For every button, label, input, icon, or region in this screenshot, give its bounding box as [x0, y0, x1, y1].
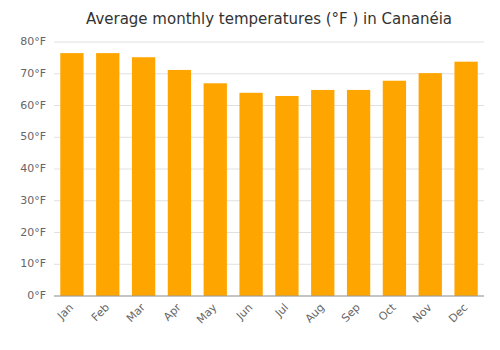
y-tick-label: 50°F — [20, 130, 46, 143]
bar — [168, 70, 191, 296]
x-axis-line — [54, 296, 484, 297]
x-axis: Jan Feb Mar Apr May Jun Jul Aug Sep Oct Nov Dec — [54, 296, 484, 326]
y-tick-label: 30°F — [20, 194, 46, 207]
x-tick-label: Aug — [303, 301, 327, 325]
x-tick-label: Nov — [410, 301, 435, 326]
y-axis: 0°F 10°F 20°F 30°F 40°F 50°F 60°F 70°F 80°F — [20, 35, 484, 302]
background — [0, 0, 500, 350]
y-tick-label: 20°F — [20, 226, 46, 239]
bar — [96, 53, 119, 296]
bar — [275, 96, 298, 296]
y-tick-label: 70°F — [20, 67, 46, 80]
x-tick-label: Jul — [272, 301, 291, 320]
y-tick-label: 80°F — [20, 35, 46, 48]
x-tick-label: Oct — [376, 301, 399, 324]
bars — [60, 53, 477, 296]
bar — [204, 83, 227, 296]
y-tick-label: 40°F — [20, 162, 46, 175]
x-tick-label: Jan — [54, 301, 76, 323]
x-tick-label: May — [194, 301, 220, 327]
y-tick-label: 10°F — [20, 257, 46, 270]
bar — [311, 90, 334, 296]
bar — [132, 57, 155, 296]
x-tick-label: Feb — [89, 301, 112, 324]
y-tick-label: 0°F — [27, 289, 46, 302]
x-tick-label: Jun — [233, 301, 255, 323]
bar — [60, 53, 83, 296]
bar — [347, 90, 370, 296]
title: Average monthly temperatures (°F ) in Ca… — [86, 10, 452, 28]
chart-container: Average monthly temperatures (°F ) in Ca… — [0, 0, 500, 350]
grid-line — [54, 296, 484, 297]
bar — [454, 62, 477, 296]
x-tick-label: Apr — [161, 301, 184, 324]
x-tick-label: Mar — [124, 301, 148, 325]
bar — [419, 73, 442, 296]
bar — [239, 93, 262, 296]
y-tick-label: 60°F — [20, 99, 46, 112]
grid-line — [54, 42, 484, 43]
x-tick-label: Sep — [339, 301, 363, 325]
x-tick-label: Dec — [446, 301, 470, 325]
chart: Average monthly temperatures (°F ) in Ca… — [0, 0, 500, 350]
bar — [383, 81, 406, 296]
